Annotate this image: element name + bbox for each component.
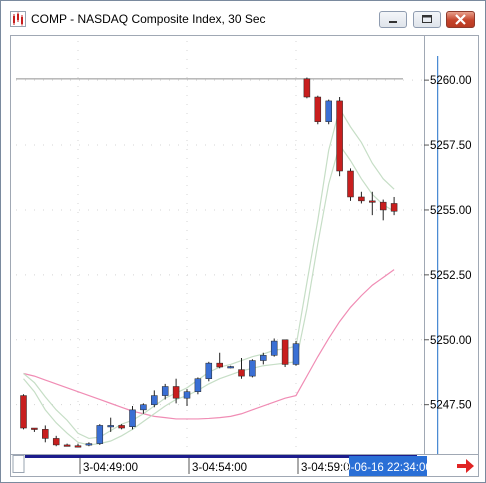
candle-body: [216, 362, 223, 368]
y-axis-tick-label: 5247.50: [430, 400, 472, 412]
candle-body: [151, 395, 158, 405]
candle-body: [336, 100, 343, 172]
window-title: COMP - NASDAQ Composite Index, 30 Sec: [31, 12, 266, 26]
y-axis: 5260.00 5257.50 5255.00 5252.50 5250.00 5247.…: [424, 75, 472, 412]
candle-body: [52, 438, 60, 446]
candle-body: [325, 100, 332, 122]
candle-body: [314, 96, 322, 122]
chart-area[interactable]: 5260.00 5257.50 5255.00 5252.50 5250.00 5247.…: [10, 35, 479, 477]
candle-body: [249, 360, 256, 377]
candle-body: [227, 366, 234, 369]
candle-body: [183, 391, 191, 399]
y-axis-tick-label: 5260.00: [430, 75, 472, 87]
x-axis-scroll-track[interactable]: [25, 455, 417, 458]
candle-body: [63, 444, 71, 447]
candle-body: [20, 395, 27, 429]
grid-lines: [16, 41, 423, 452]
y-axis-tick-label: 5257.50: [430, 140, 472, 152]
candle-body: [31, 427, 38, 430]
candle-body: [238, 369, 245, 377]
candlestick-chart[interactable]: 5260.00 5257.50 5255.00 5252.50 5250.00 5247.…: [11, 36, 478, 476]
candle-body: [129, 409, 136, 427]
x-axis-tick-label: 3-04:59:00: [301, 462, 356, 474]
x-axis-ticks: 3-04:49:00 3-04:54:00 3-04:59:00: [79, 458, 356, 474]
y-axis-tick-label: 5250.00: [430, 335, 472, 347]
candle-body: [96, 425, 104, 444]
maximize-icon: [422, 15, 432, 23]
candle-body: [260, 355, 267, 361]
candle-body: [118, 425, 125, 429]
x-axis: 3-04:49:00 3-04:54:00 3-04:59:00 9-06-16 2…: [12, 455, 474, 476]
candle-body: [161, 386, 169, 396]
candle-body: [303, 78, 311, 98]
x-axis-scroll-box[interactable]: [12, 455, 25, 473]
minimize-button[interactable]: [379, 11, 407, 28]
minimize-icon: [389, 21, 397, 23]
candle-body: [347, 170, 354, 198]
candle-body: [390, 203, 398, 212]
close-icon: [455, 14, 466, 25]
datetime-box: [349, 456, 427, 476]
candle-body: [358, 196, 365, 202]
y-axis-tick-label: 5252.50: [430, 270, 472, 282]
close-button[interactable]: [446, 11, 475, 28]
candle-body: [140, 404, 147, 411]
moving-average-fast-lower: [23, 143, 395, 446]
candle-body: [194, 378, 202, 392]
datetime-label: 9-06-16 22:34:00: [344, 462, 432, 474]
candle-body: [369, 200, 376, 203]
candle-body: [292, 343, 300, 365]
candle-body: [281, 339, 289, 365]
chart-app-icon: [10, 11, 26, 27]
scroll-right-arrow-icon[interactable]: [457, 459, 474, 473]
x-axis-tick-label: 3-04:49:00: [83, 462, 138, 474]
candles: [20, 77, 398, 448]
y-axis-tick-label: 5255.00: [430, 205, 472, 217]
candle-body: [42, 429, 49, 439]
title-bar[interactable]: COMP - NASDAQ Composite Index, 30 Sec: [1, 1, 485, 35]
x-axis-tick-label: 3-04:54:00: [192, 462, 247, 474]
candle-body: [205, 362, 213, 379]
candle-body: [85, 443, 93, 446]
maximize-button[interactable]: [413, 11, 441, 28]
candle-body: [107, 425, 114, 428]
candle-body: [172, 386, 180, 399]
moving-average-slow: [23, 269, 395, 420]
candle-body: [270, 340, 278, 356]
candle-body: [74, 445, 82, 448]
candle-body: [379, 201, 387, 211]
